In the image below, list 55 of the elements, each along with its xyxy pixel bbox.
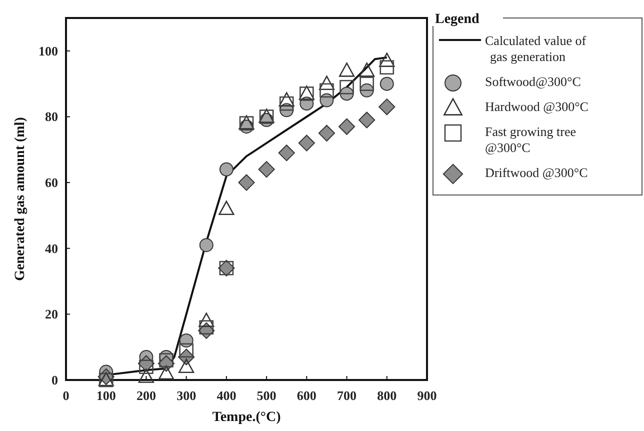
point — [298, 134, 315, 152]
point — [199, 238, 214, 252]
point — [199, 320, 214, 334]
y-axis-title: Generated gas amount (ml) — [13, 116, 28, 281]
point — [219, 162, 234, 176]
legend-label: Hardwood @300°C — [485, 99, 588, 114]
x-tick-label: 200 — [136, 388, 156, 403]
point — [320, 83, 334, 98]
x-tick-label: 700 — [337, 388, 357, 403]
y-tick-label: 20 — [45, 306, 58, 322]
x-tick-label: 800 — [377, 388, 397, 403]
x-tick-label: 400 — [216, 388, 236, 403]
y-tick-label: 40 — [45, 240, 58, 256]
point — [320, 93, 334, 108]
legend-label: Fast growing tree @300°C — [485, 124, 576, 155]
x-axis-title: Tempe.(°C) — [212, 410, 282, 425]
x-tick-label: 600 — [296, 388, 316, 403]
point — [358, 112, 376, 128]
point — [138, 368, 154, 383]
point — [179, 343, 194, 358]
point — [198, 312, 214, 327]
point — [340, 80, 354, 94]
x-tick-label: 100 — [96, 388, 116, 403]
y-tick-label: 100 — [38, 43, 58, 58]
point — [278, 92, 294, 106]
point — [218, 200, 234, 216]
legend-label: Softwood@300°C — [485, 74, 581, 89]
legend-title: Legend — [435, 12, 480, 27]
point — [279, 96, 294, 111]
point — [338, 62, 355, 77]
point — [258, 161, 275, 178]
point — [359, 62, 375, 77]
point — [338, 118, 356, 135]
point — [318, 124, 336, 142]
point — [238, 174, 255, 191]
x-tick-label: 0 — [62, 388, 70, 403]
point — [378, 98, 396, 116]
x-tick-label: 300 — [176, 388, 196, 403]
point — [380, 60, 394, 75]
legend-label: Calculated value of gas generation — [485, 33, 587, 64]
legend-label: Driftwood @300°C — [485, 165, 588, 180]
point — [178, 358, 194, 374]
point — [360, 76, 374, 91]
point — [278, 144, 295, 162]
point — [318, 76, 335, 90]
y-tick-label: 0 — [52, 372, 58, 388]
point — [158, 365, 174, 380]
point — [139, 360, 154, 374]
point — [159, 353, 174, 368]
y-tick-label: 80 — [45, 109, 58, 124]
point — [380, 76, 394, 91]
x-tick-label: 500 — [256, 388, 276, 403]
x-tick-label: 900 — [417, 388, 437, 403]
point — [379, 52, 395, 67]
y-tick-label: 60 — [45, 175, 58, 190]
